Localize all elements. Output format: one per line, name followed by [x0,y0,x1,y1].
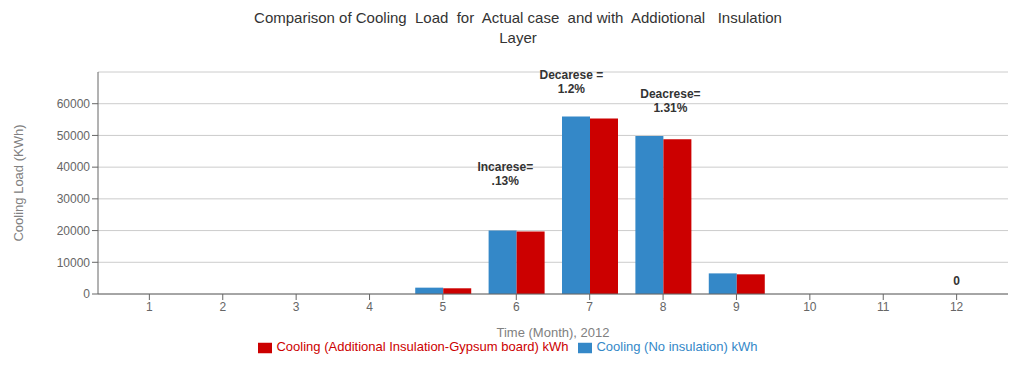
svg-text:30000: 30000 [57,192,91,206]
svg-text:8: 8 [660,300,667,314]
svg-text:12: 12 [950,300,964,314]
svg-text:20000: 20000 [57,224,91,238]
html-text:Cooling (Additional Insulation: Cooling (Additional Insulation-Gypsum bo… [276,339,569,354]
svg-text:50000: 50000 [57,129,91,143]
svg-text:Incarese=.13%: Incarese=.13% [477,160,533,188]
svg-text:6: 6 [513,300,520,314]
svg-text:40000: 40000 [57,160,91,174]
svg-text:0: 0 [83,287,90,301]
svg-text:11: 11 [877,300,890,314]
svg-text:3: 3 [293,300,300,314]
svg-text:10000: 10000 [57,256,91,270]
svg-text:4: 4 [366,300,373,314]
svg-text:Cooling Load (KWh): Cooling Load (KWh) [11,124,26,241]
svg-text:5: 5 [440,300,447,314]
svg-text:Decarese =1.2%: Decarese =1.2% [539,68,603,96]
svg-text:0: 0 [953,274,960,288]
svg-text:1: 1 [146,300,153,314]
svg-text:7: 7 [586,300,593,314]
svg-text:Deacrese=1.31%: Deacrese=1.31% [640,87,700,115]
svg-text:60000: 60000 [57,97,91,111]
svg-text:9: 9 [733,300,740,314]
svg-text:2: 2 [219,300,226,314]
svg-text:Time (Month), 2012: Time (Month), 2012 [497,325,610,340]
html-text:Comparison of Cooling Load for: Comparison of Cooling Load for Actual ca… [254,9,782,46]
html-text:Cooling (No insulation) kWh: Cooling (No insulation) kWh [596,339,758,354]
svg-text:10: 10 [803,300,817,314]
